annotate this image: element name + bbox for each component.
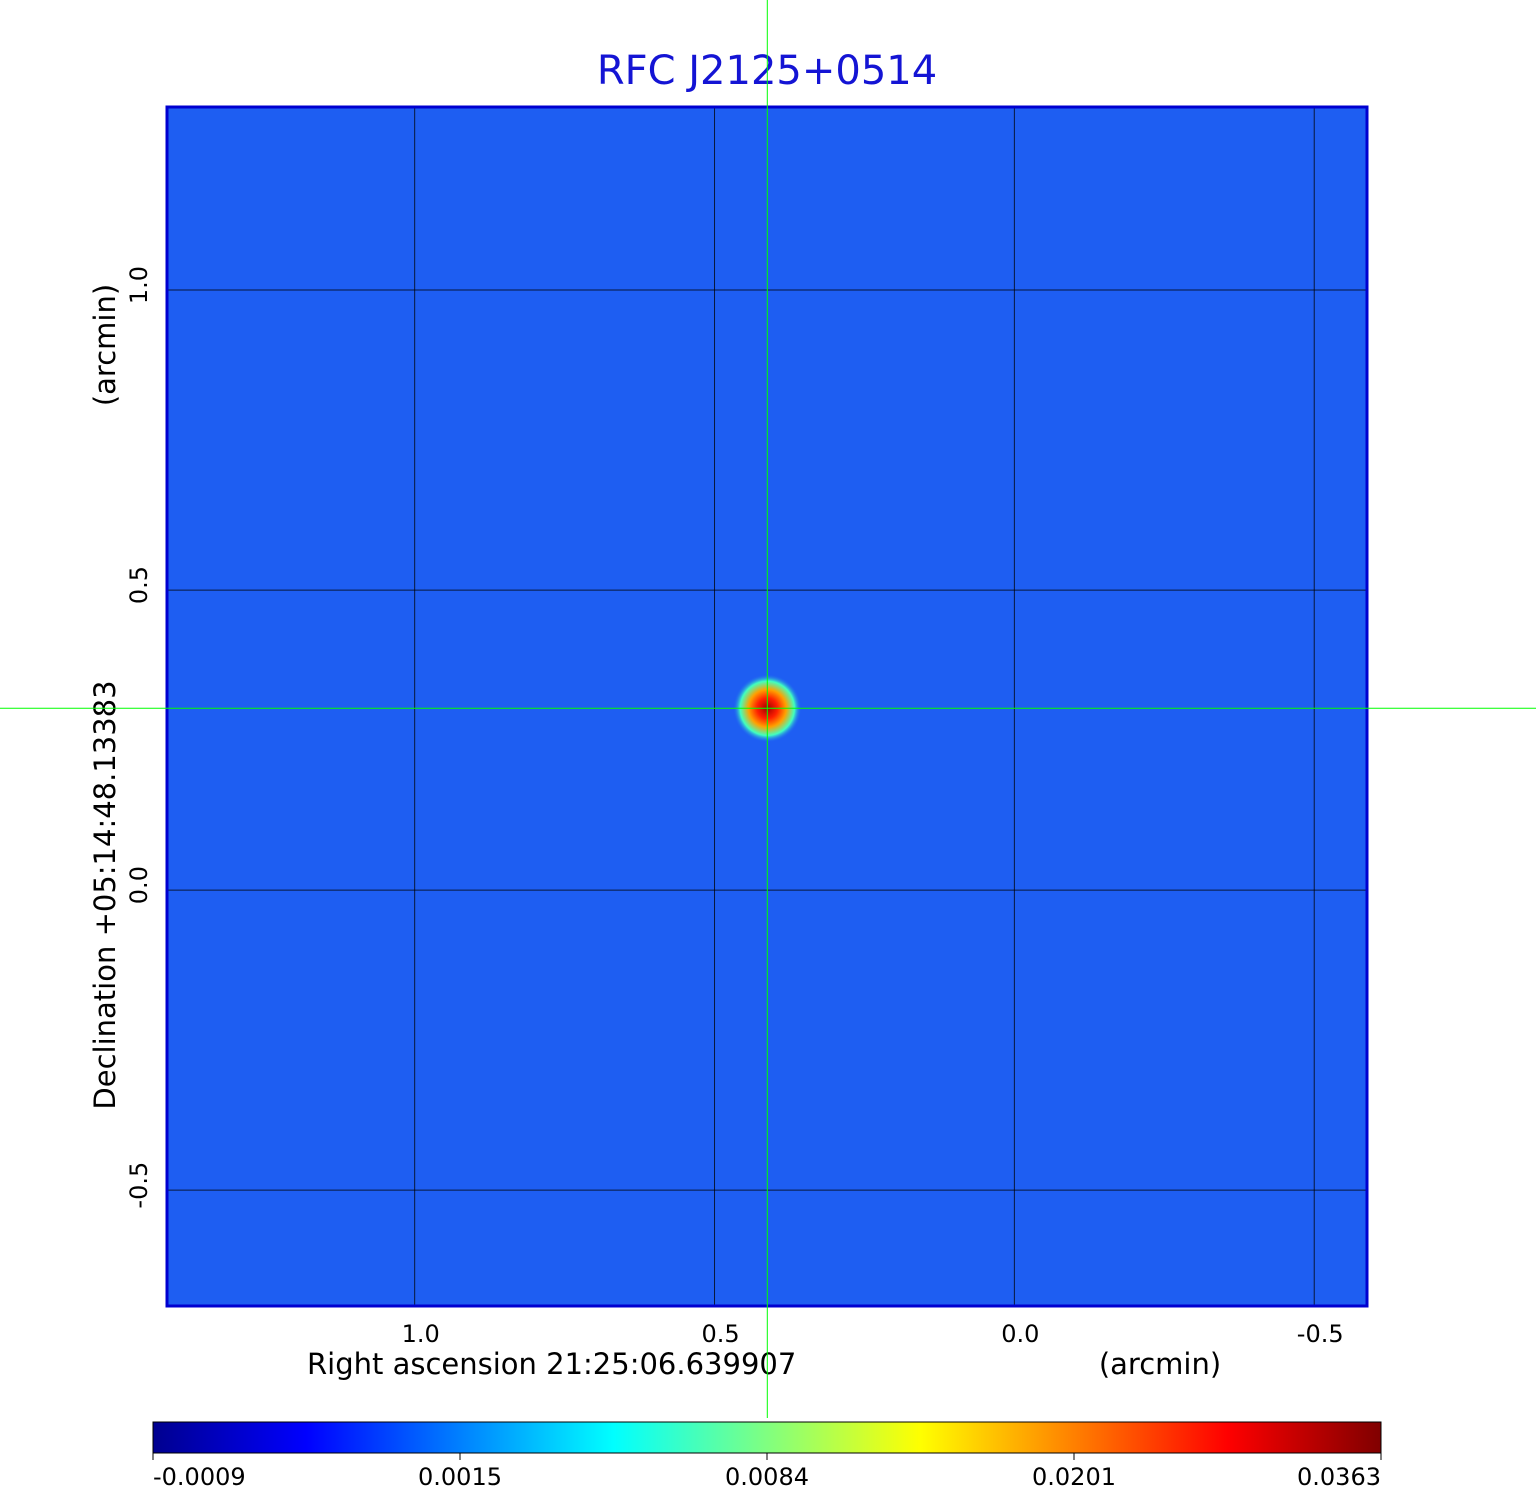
x-axis-label: Right ascension 21:25:06.639907 [307,1347,796,1381]
y-tick-label: -0.5 [125,1162,153,1209]
colorbar-tick-label: 0.0084 [725,1463,809,1491]
x-axis-unit: (arcmin) [1099,1347,1221,1381]
colorbar-tick-label: 0.0363 [1297,1463,1381,1491]
y-tick-label: 0.5 [125,566,153,604]
colorbar [152,1421,1382,1454]
x-tick-label: 0.5 [701,1320,739,1348]
colorbar-tick-label: 0.0015 [418,1463,502,1491]
y-axis-unit: (arcmin) [88,284,122,406]
colorbar-tick-label: 0.0201 [1032,1463,1116,1491]
colorbar-tick-label: -0.0009 [153,1463,246,1491]
x-tick-label: -0.5 [1297,1320,1344,1348]
x-tick-label: 1.0 [402,1320,440,1348]
y-tick-label: 0.0 [125,866,153,904]
y-tick-label: 1.0 [125,266,153,304]
x-tick-label: 0.0 [1001,1320,1039,1348]
y-axis-label: Declination +05:14:48.13383 [88,680,122,1109]
